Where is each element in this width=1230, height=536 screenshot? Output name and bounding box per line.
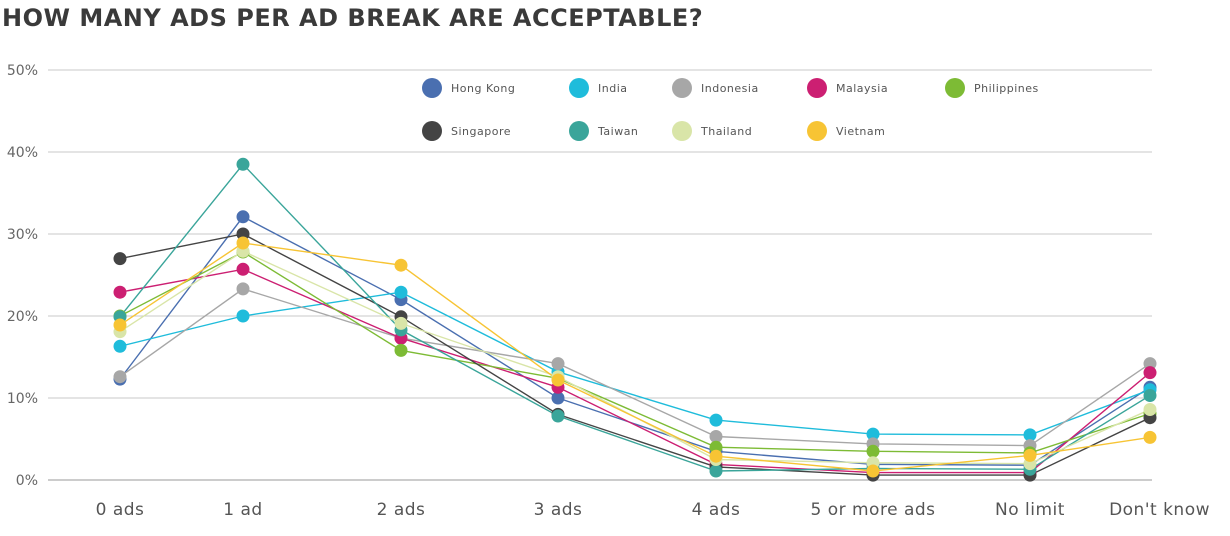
data-point	[113, 370, 127, 384]
data-point	[866, 464, 880, 478]
data-point	[1143, 389, 1157, 402]
legend-label: Taiwan	[597, 125, 638, 138]
data-point	[236, 236, 250, 250]
x-tick-label: 2 ads	[377, 500, 426, 520]
data-point	[551, 409, 565, 423]
legend-marker	[672, 78, 692, 98]
legend-marker	[807, 121, 827, 141]
legend-label: Vietnam	[836, 125, 885, 138]
legend-label: Philippines	[974, 82, 1039, 95]
legend-marker	[807, 78, 827, 98]
y-axis-ticks: 0% 10% 20% 30% 40% 50%	[7, 63, 38, 489]
x-tick-label: 5 or more ads	[810, 500, 935, 520]
series-line	[119, 163, 1151, 472]
legend-marker	[945, 78, 965, 98]
y-tick-label: 50%	[7, 63, 38, 79]
data-point	[551, 391, 565, 405]
y-tick-label: 20%	[7, 309, 38, 325]
legend-label: Thailand	[700, 125, 752, 138]
data-point	[1143, 357, 1157, 371]
legend-marker	[569, 121, 589, 141]
legend: Hong Kong India Indonesia Malaysia Philippin…	[422, 78, 1039, 141]
x-axis-ticks: 0 ads 1 ad 2 ads 3 ads 4 ads 5 or more ads No …	[96, 500, 1210, 520]
x-tick-label: 0 ads	[96, 500, 145, 520]
data-point	[866, 427, 880, 441]
data-point	[866, 444, 880, 458]
series-points	[113, 157, 1157, 482]
data-point	[1143, 366, 1157, 380]
data-point	[394, 258, 408, 272]
legend-marker	[569, 78, 589, 98]
data-point	[1023, 428, 1037, 442]
legend-label: Indonesia	[701, 82, 759, 95]
series-line	[119, 242, 1151, 472]
chart-title: HOW MANY ADS PER AD BREAK ARE ACCEPTABLE…	[2, 4, 704, 32]
data-point	[394, 343, 408, 357]
legend-marker	[422, 78, 442, 98]
data-point	[1023, 448, 1037, 462]
data-point	[551, 373, 565, 387]
x-tick-label: 4 ads	[692, 500, 741, 520]
data-point	[394, 285, 408, 299]
series-line	[119, 251, 1151, 454]
data-point	[113, 285, 127, 299]
data-point	[113, 339, 127, 353]
data-point	[113, 318, 127, 332]
legend-label: Singapore	[451, 125, 511, 138]
data-point	[236, 262, 250, 276]
legend-label: India	[598, 82, 628, 95]
x-tick-label: Don't know	[1109, 500, 1210, 520]
y-tick-label: 30%	[7, 227, 38, 243]
series-line	[119, 233, 1151, 476]
data-point	[1143, 403, 1157, 416]
data-point	[236, 210, 250, 224]
data-point	[709, 430, 723, 443]
legend-marker	[422, 121, 442, 141]
data-point	[709, 440, 723, 454]
x-tick-label: 1 ad	[223, 500, 262, 520]
series-line	[119, 288, 1151, 447]
x-tick-label: No limit	[995, 500, 1065, 520]
data-point	[236, 282, 250, 296]
y-tick-label: 40%	[7, 145, 38, 161]
legend-label: Malaysia	[836, 82, 888, 95]
data-point	[709, 464, 723, 478]
data-point	[709, 449, 723, 463]
data-point	[709, 413, 723, 427]
data-point	[113, 252, 127, 266]
series-line	[119, 215, 1151, 466]
data-point	[551, 357, 565, 371]
y-tick-label: 0%	[16, 473, 38, 489]
data-point	[394, 316, 408, 330]
series-line	[119, 291, 1151, 436]
series-line	[119, 268, 1151, 474]
series-lines	[119, 163, 1151, 476]
data-point	[1143, 430, 1157, 444]
data-point	[236, 309, 250, 323]
data-point	[236, 227, 250, 241]
y-tick-label: 10%	[7, 391, 38, 407]
legend-label: Hong Kong	[451, 82, 515, 95]
legend-marker	[672, 121, 692, 141]
x-tick-label: 3 ads	[534, 500, 583, 520]
data-point	[236, 157, 250, 171]
